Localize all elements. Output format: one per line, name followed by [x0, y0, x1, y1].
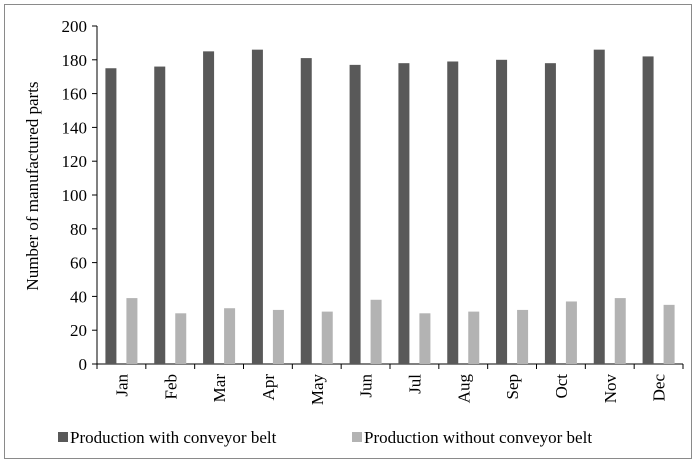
bar-with-conveyor: [593, 49, 605, 364]
bar-without-conveyor: [419, 313, 431, 364]
chart-labels: 0 20 40 60 80 100 120 140 160 180 200 Jan Feb Mar Apr M…: [62, 17, 669, 405]
bar-without-conveyor: [663, 304, 675, 364]
y-tick-label: 100: [62, 186, 88, 205]
x-tick-label: Jan: [112, 374, 131, 397]
y-tick-label: 80: [70, 220, 87, 239]
chart-legend: Production with conveyor belt Production …: [58, 428, 592, 447]
x-tick-label: Feb: [161, 374, 180, 400]
bar-without-conveyor: [614, 298, 626, 364]
chart-bars: [105, 49, 675, 365]
x-tick-label: May: [308, 374, 327, 406]
legend-label: Production without conveyor belt: [364, 428, 592, 447]
x-tick-label: Nov: [601, 374, 620, 404]
x-tick-label: Dec: [650, 374, 669, 402]
x-tick-label: Mar: [210, 374, 229, 403]
y-tick-label: 200: [62, 17, 88, 36]
bar-with-conveyor: [496, 59, 508, 365]
x-tick-label: Oct: [552, 374, 571, 399]
y-tick-label: 180: [62, 51, 88, 70]
bar-with-conveyor: [300, 58, 312, 365]
y-tick-label: 160: [62, 85, 88, 104]
bar-without-conveyor: [517, 309, 529, 364]
bar-without-conveyor: [565, 301, 577, 364]
bar-with-conveyor: [154, 66, 166, 364]
bar-without-conveyor: [370, 299, 382, 364]
y-tick-label: 60: [70, 254, 87, 273]
chart-frame: [4, 4, 692, 459]
bar-with-conveyor: [203, 51, 215, 364]
x-tick-label: Aug: [454, 374, 473, 404]
bar-without-conveyor: [175, 313, 187, 364]
bar-with-conveyor: [544, 63, 556, 365]
legend-swatch: [352, 432, 362, 442]
bar-with-conveyor: [349, 64, 361, 365]
legend-label: Production with conveyor belt: [70, 428, 277, 447]
bar-without-conveyor: [224, 308, 236, 364]
y-tick-label: 0: [79, 355, 88, 374]
bar-without-conveyor: [126, 298, 138, 364]
y-tick-label: 20: [70, 321, 87, 340]
y-tick-label: 140: [62, 118, 88, 137]
chart-axes: [92, 25, 684, 369]
bar-without-conveyor: [468, 311, 480, 364]
x-tick-label: Jun: [357, 374, 376, 398]
legend-swatch: [58, 432, 68, 442]
bar-without-conveyor: [321, 311, 333, 364]
bar-without-conveyor: [272, 309, 284, 364]
x-tick-label: Jul: [405, 374, 424, 394]
x-tick-label: Sep: [503, 374, 522, 400]
bar-with-conveyor: [105, 68, 117, 364]
bar-with-conveyor: [447, 61, 459, 365]
bar-with-conveyor: [251, 49, 263, 364]
y-tick-label: 40: [70, 287, 87, 306]
y-axis-label: Number of manufactured parts: [23, 81, 42, 290]
bar-with-conveyor: [642, 56, 654, 365]
x-tick-label: Apr: [259, 374, 278, 401]
y-tick-label: 120: [62, 152, 88, 171]
bar-with-conveyor: [398, 63, 410, 365]
